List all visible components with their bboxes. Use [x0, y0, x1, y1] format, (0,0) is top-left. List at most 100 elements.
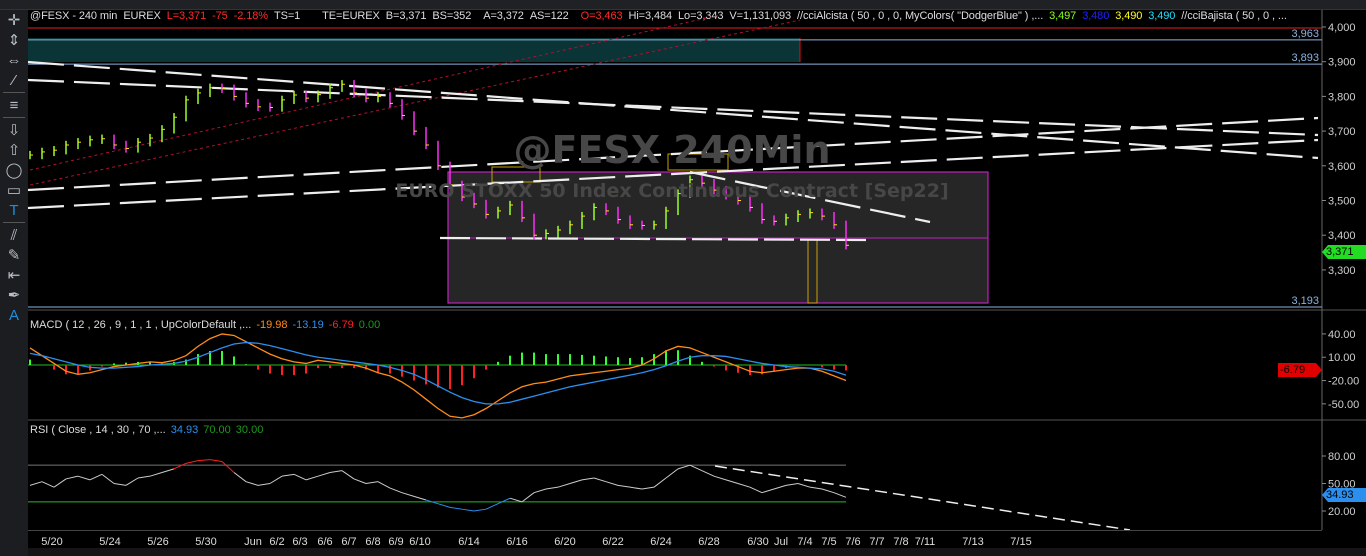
price-tick-label: 3,300	[1328, 265, 1356, 277]
ts-label: TS=1	[273, 10, 301, 22]
symbol-label: @FESX - 240 min	[30, 10, 118, 22]
price-tick-label: 3,500	[1328, 196, 1356, 208]
rsi-line-segment	[137, 475, 151, 479]
zone-rectangle	[28, 38, 800, 62]
cci-alcista-label: //cciAlcista ( 50 , 0 , 0, MyColors( "Do…	[797, 10, 1044, 22]
date-label: 7/15	[1010, 536, 1032, 548]
align-left-icon[interactable]: ⇤	[7, 266, 21, 284]
time-axis[interactable]: 5/20 5/24 5/26 5/30 Jun 6/2 6/3 6/6 6/7 6/8 6/9 6/1…	[28, 530, 1322, 548]
rsi-line-segment	[533, 488, 547, 494]
horizontal-lines-icon[interactable]: ≡	[9, 96, 19, 114]
rsi-line-segment	[485, 503, 499, 510]
rsi-line-segment	[53, 478, 67, 488]
pen-icon[interactable]: ✒	[7, 286, 21, 304]
delete-drawings-icon[interactable]: ✎	[7, 246, 21, 264]
rsi-line-segment	[113, 483, 127, 486]
rsi-line-segment	[173, 462, 187, 470]
trendline-dashed	[689, 170, 931, 224]
rsi-line-segment	[353, 478, 367, 484]
level-label: 3,893	[1291, 52, 1319, 64]
rsi-line-segment	[233, 472, 247, 483]
rsi-line-segment	[401, 492, 415, 497]
cci-bajista-label: //cciBajista ( 50 , 0 , ...	[1181, 10, 1287, 22]
rsi-ob-value: 70.00	[203, 424, 231, 436]
rsi-line-segment	[413, 495, 427, 501]
date-label: 6/7	[341, 536, 357, 548]
macd-tick-label: -20.00	[1328, 376, 1359, 388]
trendline-dotted	[29, 14, 721, 171]
drawing-toolbar: ✛ ⇕ ⇔ ⁄ ≡ ⇩ ⇧ ◯ ▭ T ⫽ ✎ ⇤ ✒ A	[0, 10, 28, 556]
net-change: -75	[212, 10, 228, 22]
rsi-line-segment	[185, 460, 199, 464]
arrow-up-icon[interactable]: ⇧	[7, 141, 21, 159]
rsi-line-segment	[461, 508, 475, 512]
trendline-dashed	[27, 138, 1319, 210]
rectangle-icon[interactable]: ▭	[6, 181, 22, 199]
date-label: 5/24	[99, 536, 121, 548]
horizontal-resize-icon[interactable]: ⇔	[6, 51, 22, 69]
rsi-trendline	[714, 465, 1131, 531]
rsi-line-segment	[245, 481, 259, 486]
vertical-resize-icon[interactable]: ⇕	[7, 31, 21, 49]
date-label: 6/30	[747, 536, 769, 548]
high-label: Hi=3,484	[628, 10, 673, 22]
date-label: Jun	[244, 536, 262, 548]
toolbar-separator	[3, 92, 25, 93]
rsi-line-segment	[689, 464, 703, 472]
trendline-dotted	[29, 19, 801, 186]
rsi-line-segment	[473, 508, 487, 512]
rsi-line-segment	[581, 477, 595, 481]
date-label: 7/5	[821, 536, 837, 548]
trendline-pen-icon[interactable]: ⁄	[12, 71, 16, 89]
date-label: 6/24	[650, 536, 672, 548]
arrow-down-icon[interactable]: ⇩	[7, 121, 21, 139]
text-icon[interactable]: T	[9, 201, 19, 219]
macd-tick-label: 40.00	[1328, 329, 1356, 341]
text-label-icon[interactable]: A	[8, 306, 19, 324]
trendline-dashed	[27, 116, 1319, 192]
crosshair-icon[interactable]: ✛	[7, 11, 21, 29]
rsi-line-segment	[725, 479, 739, 484]
rsi-line-segment	[425, 499, 439, 505]
ellipse-icon[interactable]: ◯	[5, 161, 23, 179]
macd-legend: MACD ( 12 , 26 , 9 , 1 , 1 , UpColorDefa…	[30, 319, 385, 331]
price-tick-label: 3,900	[1328, 57, 1356, 69]
date-label: 7/6	[845, 536, 861, 548]
rsi-line-segment	[221, 461, 235, 473]
date-label: 5/26	[147, 536, 169, 548]
rsi-line-segment	[785, 483, 799, 486]
rsi-line-segment	[665, 468, 679, 479]
date-label: 6/22	[602, 536, 624, 548]
rsi-line-segment	[593, 477, 607, 483]
parallel-lines-icon[interactable]: ⫽	[10, 226, 18, 244]
date-label: 6/9	[388, 536, 404, 548]
trendline-dashed	[27, 60, 1319, 160]
rsi-line-segment	[737, 483, 751, 488]
date-label: 6/8	[365, 536, 381, 548]
rsi-line-segment	[329, 470, 343, 474]
rsi-line-segment	[317, 472, 331, 477]
rsi-line-segment	[365, 481, 379, 485]
rsi-line-segment	[89, 473, 103, 481]
te-label: TE=EUREX	[322, 10, 380, 22]
toolbar-separator	[3, 222, 25, 223]
macd-value: -19.98	[256, 319, 288, 331]
rsi-line-segment	[269, 475, 283, 484]
rsi-line-segment	[749, 486, 763, 494]
macd-zero-value: 0.00	[358, 319, 381, 331]
exchange-label: EUREX	[123, 10, 161, 22]
date-label: 6/2	[269, 536, 285, 548]
rsi-line-segment	[617, 484, 631, 488]
rsi-tick-label: 50.00	[1328, 479, 1356, 491]
price-tick-label: 3,800	[1328, 91, 1356, 103]
rsi-line-segment	[197, 459, 211, 462]
rsi-line-segment	[305, 475, 319, 481]
date-label: 6/14	[458, 536, 480, 548]
date-label: 7/4	[797, 536, 813, 548]
date-label: 7/13	[962, 536, 984, 548]
rsi-line-segment	[449, 506, 463, 510]
highlight-box	[667, 153, 729, 171]
horizontal-scrollbar[interactable]	[28, 548, 1366, 556]
rsi-line-segment	[161, 468, 175, 473]
